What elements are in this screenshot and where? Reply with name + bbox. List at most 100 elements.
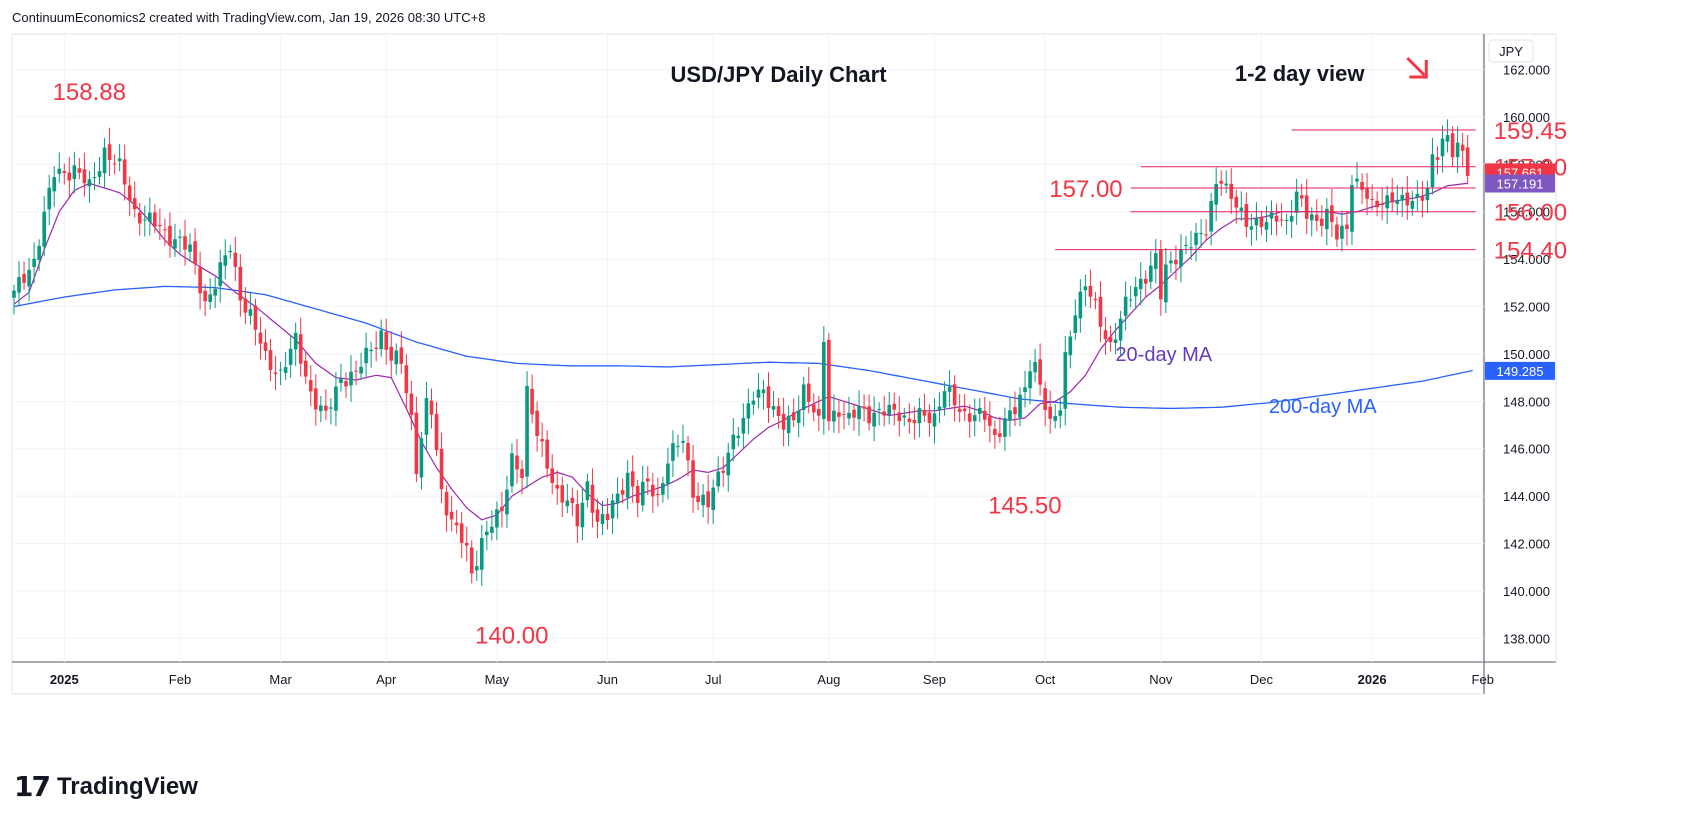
candle-body[interactable] <box>1048 406 1052 419</box>
candle-body[interactable] <box>1435 157 1440 160</box>
candle-body[interactable] <box>203 290 207 302</box>
candle-body[interactable] <box>897 412 902 422</box>
candle-body[interactable] <box>776 406 781 417</box>
candle-body[interactable] <box>1289 215 1294 222</box>
candle-body[interactable] <box>67 172 72 181</box>
candle-body[interactable] <box>555 485 560 489</box>
candle-body[interactable] <box>439 448 444 490</box>
candle-body[interactable] <box>1068 336 1073 356</box>
candle-body[interactable] <box>444 491 449 516</box>
candle-body[interactable] <box>1133 286 1138 297</box>
candle-body[interactable] <box>651 484 655 497</box>
candle-body[interactable] <box>288 348 293 365</box>
candle-body[interactable] <box>716 471 720 487</box>
candle-body[interactable] <box>1425 188 1430 201</box>
candle-body[interactable] <box>560 485 565 503</box>
candle-body[interactable] <box>580 502 585 528</box>
candle-body[interactable] <box>882 411 886 416</box>
candle-body[interactable] <box>756 389 761 398</box>
candle-body[interactable] <box>781 413 786 430</box>
candle-body[interactable] <box>962 408 967 412</box>
candle-body[interactable] <box>485 531 489 536</box>
candle-body[interactable] <box>892 403 897 410</box>
candle-body[interactable] <box>847 412 851 419</box>
candle-body[interactable] <box>887 404 892 415</box>
candle-body[interactable] <box>600 514 605 524</box>
candle-body[interactable] <box>293 332 298 350</box>
candle-body[interactable] <box>932 413 937 427</box>
candle-body[interactable] <box>1164 264 1168 303</box>
candle-body[interactable] <box>474 566 479 571</box>
candle-body[interactable] <box>233 252 238 267</box>
candle-body[interactable] <box>1028 371 1032 389</box>
candle-body[interactable] <box>1053 416 1058 421</box>
candle-body[interactable] <box>1083 286 1088 291</box>
candle-body[interactable] <box>701 494 705 506</box>
candle-body[interactable] <box>52 177 57 192</box>
candle-body[interactable] <box>183 236 187 250</box>
candle-body[interactable] <box>676 446 680 448</box>
candle-body[interactable] <box>1304 195 1309 219</box>
candle-body[interactable] <box>867 406 871 424</box>
candle-body[interactable] <box>706 491 710 508</box>
candle-body[interactable] <box>761 389 766 394</box>
candle-body[interactable] <box>806 383 811 402</box>
candle-body[interactable] <box>842 413 846 415</box>
candle-body[interactable] <box>1159 249 1163 300</box>
candle-body[interactable] <box>671 443 675 461</box>
candle-body[interactable] <box>429 400 434 415</box>
candle-body[interactable] <box>1224 183 1229 186</box>
candle-body[interactable] <box>615 493 620 504</box>
candle-body[interactable] <box>1063 352 1068 409</box>
candle-body[interactable] <box>359 366 363 374</box>
candle-body[interactable] <box>339 378 343 383</box>
candle-body[interactable] <box>530 388 534 415</box>
candle-body[interactable] <box>1209 200 1213 232</box>
candle-body[interactable] <box>520 468 524 479</box>
candle-body[interactable] <box>278 369 283 371</box>
candle-body[interactable] <box>721 470 726 473</box>
candle-body[interactable] <box>193 241 197 264</box>
candle-body[interactable] <box>510 453 514 487</box>
candle-body[interactable] <box>1279 219 1284 221</box>
candle-body[interactable] <box>12 290 16 298</box>
candle-body[interactable] <box>303 360 308 377</box>
candle-body[interactable] <box>1450 133 1455 158</box>
candle-body[interactable] <box>942 391 947 408</box>
candle-body[interactable] <box>389 346 394 361</box>
candle-body[interactable] <box>540 439 544 442</box>
candle-body[interactable] <box>1098 296 1103 327</box>
candle-body[interactable] <box>691 460 695 498</box>
candle-body[interactable] <box>1179 248 1183 267</box>
candle-body[interactable] <box>148 212 152 222</box>
candle-body[interactable] <box>952 384 957 406</box>
candle-body[interactable] <box>449 511 454 520</box>
candle-body[interactable] <box>1058 410 1063 416</box>
candle-body[interactable] <box>1455 142 1460 158</box>
candle-body[interactable] <box>937 406 942 411</box>
candle-body[interactable] <box>1340 225 1344 239</box>
candle-body[interactable] <box>982 410 987 420</box>
candle-body[interactable] <box>1345 224 1349 230</box>
candle-body[interactable] <box>127 185 132 201</box>
candle-body[interactable] <box>977 407 982 414</box>
candle-body[interactable] <box>298 334 303 364</box>
candle-body[interactable] <box>1194 232 1198 245</box>
candle-body[interactable] <box>1320 218 1324 226</box>
candle-body[interactable] <box>42 211 46 247</box>
candle-body[interactable] <box>635 486 640 504</box>
candle-body[interactable] <box>1189 247 1193 249</box>
candle-body[interactable] <box>766 386 771 408</box>
candle-body[interactable] <box>1249 226 1254 230</box>
candle-body[interactable] <box>917 408 922 424</box>
candle-body[interactable] <box>605 513 610 520</box>
candle-body[interactable] <box>1350 185 1354 232</box>
candle-body[interactable] <box>1123 296 1128 316</box>
chart-canvas[interactable]: 162.000160.000158.000156.000154.000152.0… <box>0 0 1689 760</box>
candle-body[interactable] <box>1335 224 1339 240</box>
candle-body[interactable] <box>464 542 469 546</box>
candle-body[interactable] <box>268 350 273 370</box>
candle-body[interactable] <box>1073 315 1078 334</box>
candle-body[interactable] <box>505 489 509 515</box>
candle-body[interactable] <box>1269 212 1274 219</box>
